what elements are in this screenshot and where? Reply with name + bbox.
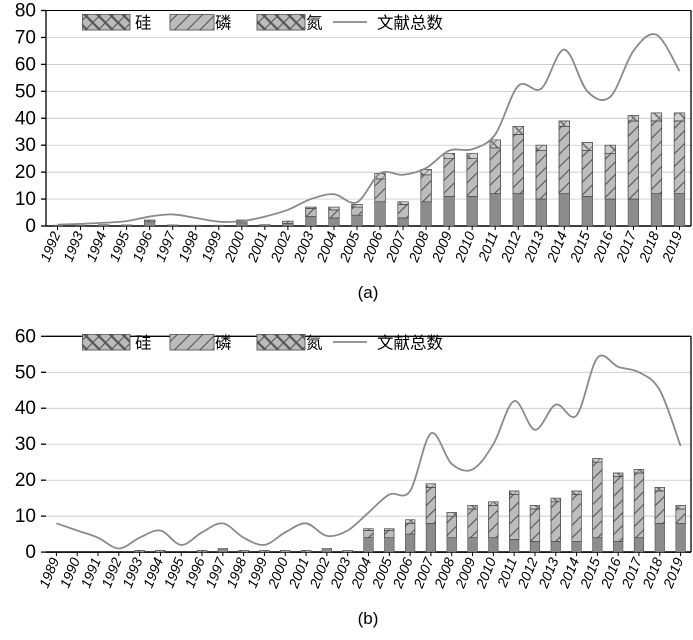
svg-text:氮: 氮 [306, 334, 323, 353]
svg-text:10: 10 [15, 189, 36, 210]
svg-text:70: 70 [15, 27, 36, 48]
svg-text:2016: 2016 [589, 229, 616, 265]
svg-text:2017: 2017 [612, 228, 639, 265]
svg-text:10: 10 [15, 506, 36, 527]
svg-text:2001: 2001 [244, 229, 271, 265]
svg-text:20: 20 [15, 470, 36, 491]
svg-text:2018: 2018 [635, 229, 662, 265]
svg-text:2007: 2007 [382, 228, 409, 265]
svg-text:30: 30 [15, 434, 36, 455]
svg-text:磷: 磷 [215, 14, 232, 33]
svg-text:60: 60 [15, 326, 36, 347]
svg-text:0: 0 [25, 542, 36, 563]
svg-text:2008: 2008 [405, 229, 432, 265]
svg-text:60: 60 [15, 54, 36, 75]
svg-text:磷: 磷 [215, 334, 232, 353]
svg-text:40: 40 [15, 108, 36, 129]
svg-text:20: 20 [15, 162, 36, 183]
svg-text:2013: 2013 [520, 229, 547, 265]
svg-text:(b): (b) [358, 609, 379, 628]
svg-text:2009: 2009 [428, 229, 455, 265]
svg-text:80: 80 [15, 1, 36, 22]
svg-text:2019: 2019 [658, 229, 685, 265]
svg-text:50: 50 [15, 81, 36, 102]
svg-text:氮: 氮 [306, 14, 323, 33]
svg-text:文献总数: 文献总数 [377, 334, 444, 353]
svg-text:30: 30 [15, 135, 36, 156]
svg-text:2004: 2004 [313, 229, 340, 265]
svg-text:2012: 2012 [497, 229, 524, 265]
svg-text:(a): (a) [358, 283, 379, 302]
svg-text:2005: 2005 [336, 229, 363, 265]
svg-text:0: 0 [25, 216, 36, 237]
svg-text:2000: 2000 [221, 229, 248, 265]
svg-text:2006: 2006 [359, 229, 386, 265]
svg-text:40: 40 [15, 398, 36, 419]
svg-text:文献总数: 文献总数 [377, 14, 444, 33]
svg-text:硅: 硅 [135, 14, 152, 33]
svg-text:2010: 2010 [451, 229, 478, 265]
svg-text:2014: 2014 [543, 229, 570, 265]
svg-text:硅: 硅 [135, 334, 152, 353]
svg-text:50: 50 [15, 362, 36, 383]
svg-text:2002: 2002 [267, 229, 294, 265]
svg-text:2015: 2015 [566, 229, 593, 265]
svg-text:2003: 2003 [290, 229, 317, 265]
